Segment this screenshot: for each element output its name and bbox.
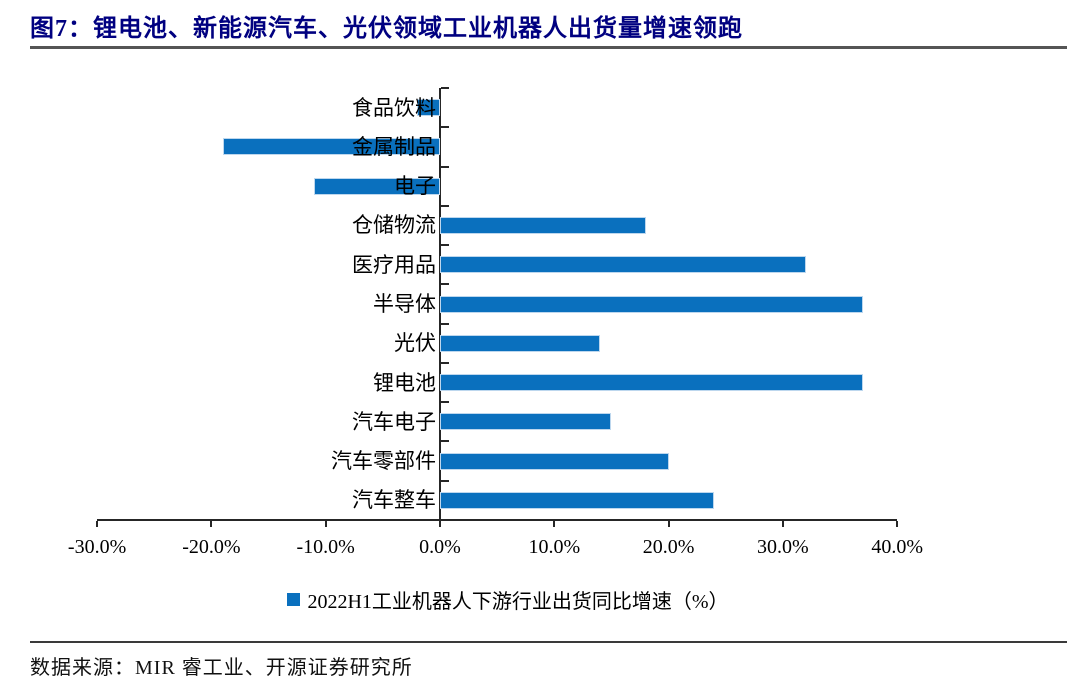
bar bbox=[440, 334, 601, 352]
legend-swatch-icon bbox=[287, 593, 301, 606]
category-axis-tick bbox=[441, 204, 449, 207]
value-axis-tick-label: 0.0% bbox=[419, 536, 461, 558]
bar bbox=[440, 452, 669, 470]
category-axis-tick bbox=[441, 322, 449, 325]
category-axis-tick bbox=[441, 244, 449, 247]
value-axis-tick bbox=[781, 521, 784, 527]
data-source-note: 数据来源：MIR 睿工业、开源证券研究所 bbox=[30, 657, 413, 679]
category-axis-tick bbox=[441, 361, 449, 364]
value-axis-tick bbox=[667, 521, 670, 527]
category-label: 汽车整车 bbox=[352, 488, 436, 513]
legend-label: 2022H1工业机器人下游行业出货同比增速（%） bbox=[307, 591, 729, 613]
bar bbox=[440, 374, 863, 392]
value-axis-tick bbox=[324, 521, 327, 527]
category-label: 汽车零部件 bbox=[331, 449, 436, 474]
bar bbox=[417, 99, 440, 117]
category-axis-tick bbox=[441, 126, 449, 129]
bar bbox=[440, 256, 806, 274]
value-axis-tick bbox=[96, 521, 99, 527]
category-label: 半导体 bbox=[373, 292, 436, 316]
value-axis-tick bbox=[210, 521, 213, 527]
title-divider bbox=[30, 46, 1067, 49]
figure-title: 图7：锂电池、新能源汽车、光伏领域工业机器人出货量增速领跑 bbox=[30, 16, 743, 42]
value-axis-tick-label: -30.0% bbox=[67, 536, 127, 558]
category-label: 锂电池 bbox=[373, 370, 436, 395]
value-axis-tick-label: 20.0% bbox=[642, 536, 695, 558]
category-label: 仓储物流 bbox=[352, 213, 436, 238]
bar bbox=[440, 295, 863, 313]
category-axis-tick bbox=[441, 165, 449, 168]
footer-divider bbox=[30, 641, 1067, 643]
bar bbox=[314, 177, 440, 195]
category-label: 光伏 bbox=[394, 331, 436, 356]
category-label: 金属制品 bbox=[352, 134, 436, 159]
bar bbox=[222, 138, 440, 156]
value-axis-tick-label: -20.0% bbox=[182, 536, 241, 558]
category-axis-tick bbox=[441, 401, 449, 404]
value-axis-tick bbox=[896, 521, 899, 527]
chart-legend: 2022H1工业机器人下游行业出货同比增速（%） bbox=[0, 585, 1016, 614]
category-axis-tick bbox=[441, 479, 449, 482]
category-label: 食品饮料 bbox=[352, 95, 436, 120]
value-axis-tick bbox=[553, 521, 556, 527]
value-axis-tick-label: 10.0% bbox=[528, 536, 581, 558]
value-axis-tick-label: 40.0% bbox=[871, 536, 924, 558]
value-axis-line bbox=[97, 519, 898, 521]
category-axis-tick bbox=[441, 87, 449, 89]
category-axis-tick bbox=[441, 440, 449, 443]
bar bbox=[440, 491, 715, 509]
category-label: 电子 bbox=[394, 174, 436, 199]
category-label: 汽车电子 bbox=[352, 409, 436, 434]
bar bbox=[440, 413, 612, 431]
category-label: 医疗用品 bbox=[352, 252, 436, 277]
value-axis-tick-label: 30.0% bbox=[757, 536, 809, 558]
value-axis-tick-label: -10.0% bbox=[296, 536, 355, 558]
value-axis-tick bbox=[439, 521, 441, 527]
category-axis-tick bbox=[441, 283, 449, 286]
bar bbox=[440, 216, 646, 234]
